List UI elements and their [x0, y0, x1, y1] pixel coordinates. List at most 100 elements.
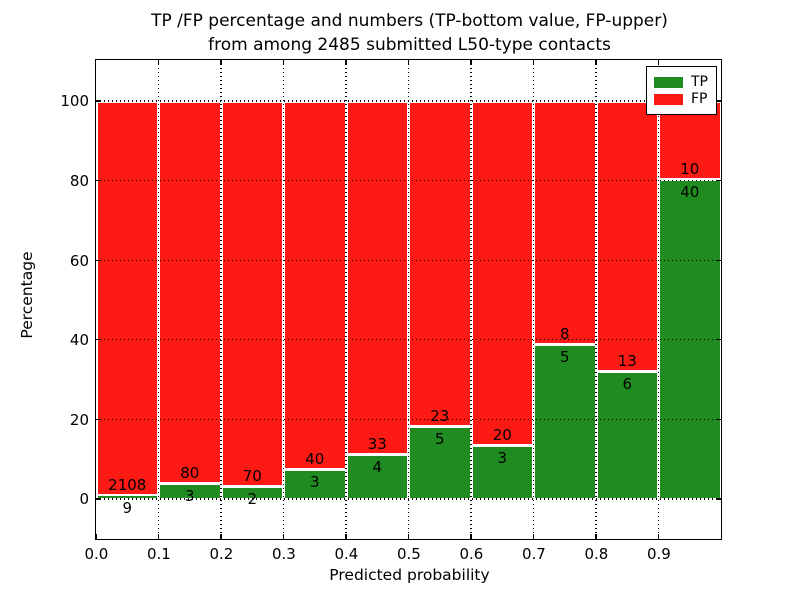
y-tick-mark-right: [716, 498, 721, 500]
y-tick-mark: [96, 418, 101, 421]
x-tick-label: 0.7: [521, 545, 546, 563]
tp-bar-segment: [472, 447, 532, 498]
tp-count-label: 40: [680, 182, 700, 201]
y-tick-mark: [96, 339, 101, 341]
x-axis-label: Predicted probability: [329, 566, 490, 584]
tp-bar-segment: [222, 487, 282, 498]
fp-count-label: 2108: [108, 476, 147, 495]
tp-bar-segment: [410, 427, 470, 498]
fp-count-label: 40: [305, 450, 325, 469]
x-tick-mark-top: [657, 60, 660, 65]
fp-bar-segment: [660, 102, 720, 178]
fp-legend-swatch: [654, 93, 683, 105]
tp-count-label: 3: [497, 449, 508, 468]
x-gridline: [407, 60, 410, 539]
fp-count-label: 33: [367, 434, 387, 453]
y-tick-label: 60: [69, 251, 89, 270]
bar-column: [96, 101, 159, 499]
tp-bar-segment: [160, 484, 220, 498]
x-tick-mark: [220, 534, 222, 539]
bar-column: [596, 101, 659, 499]
x-tick-label: 0.3: [271, 545, 296, 563]
tp-count-label: 5: [559, 347, 570, 366]
y-tick-mark-right: [716, 339, 721, 341]
x-tick-mark-top: [345, 60, 347, 65]
x-gridline: [157, 60, 160, 539]
tp-count-label: 3: [184, 486, 195, 505]
fp-count-label: 20: [492, 426, 512, 445]
y-gridline: [96, 498, 721, 500]
y-tick-mark: [96, 259, 101, 261]
legend-item-tp: TP: [654, 75, 708, 89]
bar-column: [221, 101, 284, 499]
fp-count-label: 70: [242, 466, 262, 485]
y-tick-mark-right: [716, 418, 721, 421]
x-tick-label: 0.9: [646, 545, 671, 563]
legend: TP FP: [646, 66, 717, 115]
y-tick-mark-right: [716, 100, 721, 102]
y-gridline: [96, 259, 721, 261]
fp-count-label: 13: [617, 352, 637, 371]
fp-count-label: 8: [559, 324, 570, 343]
bar-column: [408, 101, 471, 499]
fp-bar-segment: [97, 102, 157, 495]
bar-column: [533, 101, 596, 499]
x-gridline: [220, 60, 222, 539]
fp-count-label: 23: [430, 406, 450, 425]
fp-bar-segment: [472, 102, 532, 445]
legend-label-fp: FP: [691, 91, 708, 107]
plot-area: TP FP 2108 9 80 3 70 2 40 3 33 4 23 5 20 3 8 5 13 6 10 40: [95, 59, 722, 540]
y-gridline: [96, 339, 721, 341]
x-tick-label: 0.4: [334, 545, 359, 563]
fp-bar-segment: [597, 102, 657, 371]
tp-count-label: 4: [372, 457, 383, 476]
fp-bar-segment: [160, 102, 220, 482]
legend-label-tp: TP: [691, 74, 708, 90]
x-tick-mark-top: [220, 60, 222, 65]
x-tick-mark: [657, 534, 660, 539]
chart-title: TP /FP percentage and numbers (TP-bottom…: [95, 9, 724, 57]
fp-bar-segment: [535, 102, 595, 343]
x-tick-label: 0.1: [146, 545, 171, 563]
y-tick-label: 20: [69, 410, 89, 429]
y-gridline: [96, 100, 721, 102]
bar-column: [346, 101, 409, 499]
y-tick-label: 80: [69, 172, 89, 190]
x-tick-mark-top: [157, 60, 160, 65]
x-tick-label: 0.2: [209, 545, 234, 563]
chart-title-line1: TP /FP percentage and numbers (TP-bottom…: [151, 11, 668, 31]
y-tick-mark: [96, 498, 101, 500]
x-tick-mark: [95, 534, 97, 539]
fp-bar-segment: [410, 102, 470, 425]
fp-bar-segment: [285, 102, 345, 469]
fp-count-label: 10: [680, 159, 700, 178]
x-tick-mark: [157, 534, 160, 539]
tp-legend-swatch: [654, 76, 683, 88]
bar-column: [471, 101, 534, 499]
tp-count-label: 6: [622, 375, 633, 394]
x-tick-mark: [282, 534, 285, 539]
x-tick-mark: [407, 534, 410, 539]
y-tick-mark: [96, 100, 101, 102]
x-gridline: [657, 60, 660, 539]
x-tick-mark: [345, 534, 347, 539]
x-gridline: [532, 60, 535, 539]
bar-column: [658, 101, 721, 499]
x-tick-label: 0.6: [459, 545, 484, 563]
y-gridline: [96, 180, 721, 182]
x-tick-mark-top: [282, 60, 285, 65]
x-gridline: [345, 60, 347, 539]
tp-count-label: 5: [434, 429, 445, 448]
tp-count-label: 9: [122, 499, 133, 518]
x-gridline: [470, 60, 472, 539]
y-tick-mark-right: [716, 180, 721, 182]
x-tick-mark-top: [532, 60, 535, 65]
x-gridline: [595, 60, 597, 539]
x-tick-label: 0.5: [396, 545, 421, 563]
x-tick-mark: [595, 534, 597, 539]
x-tick-mark: [470, 534, 472, 539]
legend-item-fp: FP: [654, 92, 708, 106]
y-axis-label: Percentage: [18, 251, 36, 339]
y-tick-label: 100: [60, 92, 89, 111]
